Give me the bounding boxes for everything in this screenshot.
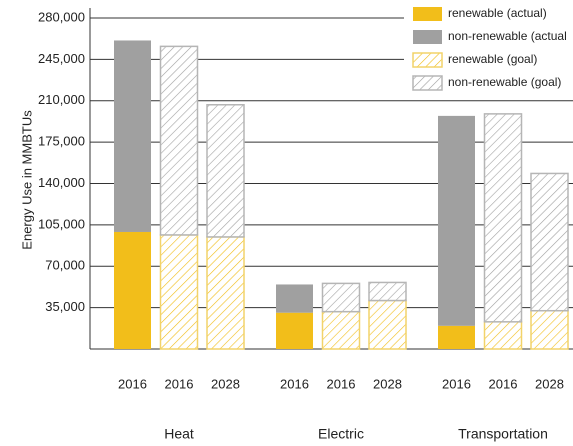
bar-segment xyxy=(276,284,313,313)
legend-swatch xyxy=(412,52,443,68)
bar-segment xyxy=(206,236,245,350)
x-tick-label: 2028 xyxy=(211,376,240,391)
y-tick-label: 140,000 xyxy=(38,175,85,190)
bar-segment xyxy=(368,281,407,302)
legend-swatch xyxy=(412,75,443,91)
legend-label: renewable (goal) xyxy=(448,52,537,66)
y-tick-label: 280,000 xyxy=(38,9,85,24)
bar-segment xyxy=(276,312,313,349)
x-tick-label: 2016 xyxy=(280,376,309,391)
bar-segment xyxy=(483,321,523,350)
bar-segment xyxy=(530,172,569,312)
bar-segment xyxy=(368,299,407,350)
x-tick-label: 2016 xyxy=(165,376,194,391)
y-axis-title: Energy Use in MMBTUs xyxy=(19,110,34,250)
bar-segment xyxy=(438,115,475,326)
y-tick-label: 245,000 xyxy=(38,51,85,66)
x-tick-label: 2016 xyxy=(489,376,518,391)
y-tick-label: 210,000 xyxy=(38,92,85,107)
legend-label: non-renewable (actual xyxy=(448,29,567,43)
y-tick-label: 35,000 xyxy=(45,299,85,314)
bar-segment xyxy=(114,40,151,232)
legend-swatch xyxy=(413,30,442,44)
x-tick-label: 2016 xyxy=(118,376,147,391)
y-tick-label: 70,000 xyxy=(45,258,85,273)
bar-segment xyxy=(321,310,361,350)
legend-label: non-renewable (goal) xyxy=(448,75,561,89)
x-tick-label: 2028 xyxy=(373,376,402,391)
legend-swatch xyxy=(413,7,442,21)
bar-segment xyxy=(530,309,569,350)
y-tick-label: 105,000 xyxy=(38,216,85,231)
bar-segment xyxy=(483,113,523,323)
group-label: Transportation xyxy=(458,426,548,442)
bar-segment xyxy=(438,325,475,349)
bar-segment xyxy=(321,282,361,313)
bar-segment xyxy=(159,45,199,236)
y-tick-label: 175,000 xyxy=(38,134,85,149)
x-tick-label: 2016 xyxy=(327,376,356,391)
x-tick-label: 2016 xyxy=(442,376,471,391)
group-label: Electric xyxy=(318,426,364,442)
bar-segment xyxy=(206,104,245,238)
group-label: Heat xyxy=(164,426,194,442)
legend-label: renewable (actual) xyxy=(448,6,547,20)
x-tick-label: 2028 xyxy=(535,376,564,391)
bar-segment xyxy=(114,231,151,349)
bar-segment xyxy=(159,234,199,350)
